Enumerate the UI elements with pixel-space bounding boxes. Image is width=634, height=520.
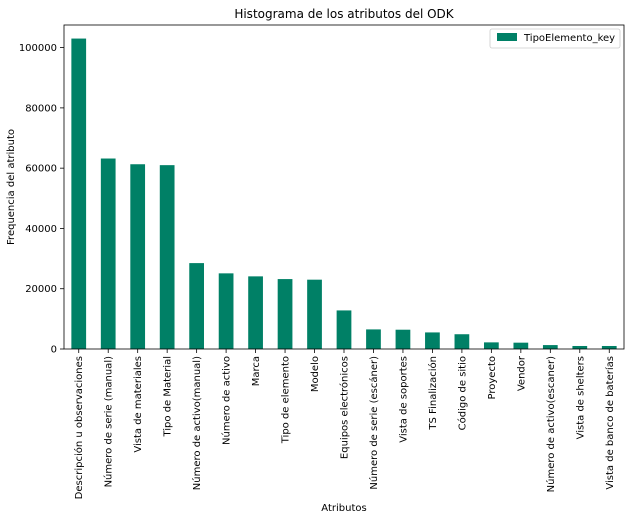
x-tick-label: Número de activo bbox=[221, 356, 233, 445]
x-tick-label: Tipo de Material bbox=[163, 356, 174, 438]
bar-19 bbox=[601, 345, 617, 349]
x-tick-label: Vista de banco de baterías bbox=[604, 356, 616, 490]
bar-12 bbox=[395, 329, 411, 349]
bar-14 bbox=[454, 334, 470, 349]
plot-frame bbox=[63, 24, 625, 350]
chart-title: Histograma de los atributos del ODK bbox=[234, 7, 454, 21]
legend-label: TipoElemento_key bbox=[523, 33, 615, 44]
bar-4 bbox=[159, 165, 175, 349]
y-tick-label: 0 bbox=[51, 345, 57, 356]
y-axis: 0 20000 40000 60000 80000 100000 bbox=[19, 43, 64, 356]
bars-group bbox=[71, 38, 617, 349]
bar-6 bbox=[218, 273, 234, 349]
bar-2 bbox=[100, 158, 116, 349]
legend-swatch bbox=[497, 33, 517, 41]
bar-13 bbox=[425, 332, 440, 349]
x-tick-label: Marca bbox=[251, 356, 262, 386]
bar-7 bbox=[248, 276, 263, 349]
x-tick-label: Vista de soportes bbox=[398, 356, 409, 443]
x-tick-label: Modelo bbox=[310, 356, 321, 392]
y-axis-label: Frequencia del atributo bbox=[6, 129, 17, 245]
bar-5 bbox=[189, 263, 204, 349]
bar-1 bbox=[71, 38, 87, 349]
x-tick-label: TS Finalización bbox=[427, 356, 439, 431]
x-tick-label: Número de activo(escaner) bbox=[545, 356, 557, 492]
bar-9 bbox=[307, 279, 322, 349]
x-tick-label: Vendor bbox=[516, 355, 527, 391]
legend: TipoElemento_key bbox=[489, 28, 621, 49]
x-tick-label: Equipos electrónicos bbox=[339, 356, 351, 459]
bar-17 bbox=[542, 345, 558, 349]
x-tick-label: Proyecto bbox=[487, 356, 498, 399]
x-tick-label: Tipo de elemento bbox=[281, 356, 292, 444]
bar-8 bbox=[277, 279, 293, 349]
x-axis-label: Atributos bbox=[321, 503, 366, 514]
x-tick-label: Código de sitio bbox=[456, 356, 468, 430]
y-tick-label: 40000 bbox=[25, 224, 57, 235]
legend-box bbox=[489, 28, 621, 49]
bar-11 bbox=[366, 329, 381, 349]
bar-3 bbox=[130, 164, 146, 349]
x-tick-label: Número de serie (manual) bbox=[103, 356, 115, 488]
bar-18 bbox=[572, 345, 588, 349]
bar-16 bbox=[513, 342, 529, 349]
bar-10 bbox=[336, 310, 352, 349]
x-tick-label: Descripción u observaciones bbox=[73, 356, 85, 499]
x-axis: Descripción u observaciones Número de ser… bbox=[73, 349, 616, 499]
y-tick-label: 100000 bbox=[19, 43, 57, 54]
y-tick-label: 60000 bbox=[25, 164, 57, 175]
x-tick-label: Vista de materiales bbox=[133, 356, 144, 453]
y-tick-label: 80000 bbox=[25, 103, 57, 114]
bar-15 bbox=[484, 342, 499, 349]
x-tick-label: Número de serie (escáner) bbox=[368, 356, 380, 490]
y-tick-label: 20000 bbox=[25, 284, 57, 295]
x-tick-label: Número de activo(manual) bbox=[191, 356, 203, 490]
x-tick-label: Vista de shelters bbox=[575, 356, 586, 439]
